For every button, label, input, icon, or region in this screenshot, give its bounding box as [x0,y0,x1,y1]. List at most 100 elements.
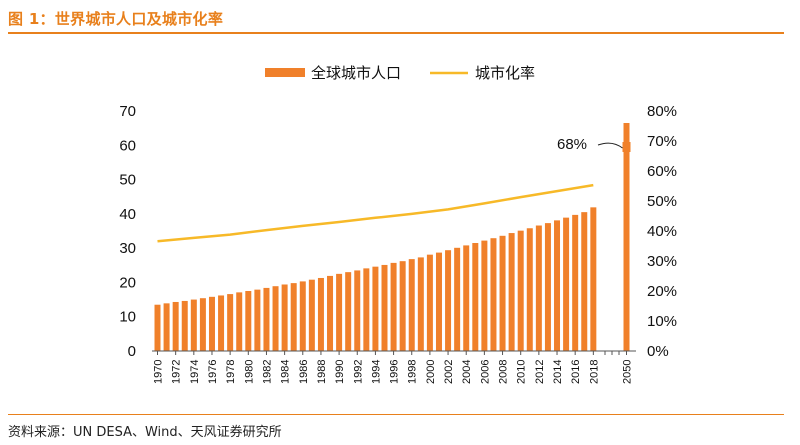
bar-urban-population [517,230,524,351]
x-axis-tick-label: 1988 [316,360,328,384]
bar-urban-population [390,262,397,351]
left-axis-tick-label: 60 [119,137,136,154]
bar-urban-population [317,277,324,351]
bar-urban-population [590,207,597,351]
x-axis-tick-label: 1998 [407,360,419,384]
bar-urban-population [154,304,161,351]
bar-urban-population [190,299,197,351]
x-axis-tick-label: 1970 [153,360,165,384]
left-axis-tick-label: 10 [119,309,136,326]
bar-urban-population [236,292,243,351]
right-axis-tick-label: 50% [647,193,677,210]
annotation-label-2050: 68% [557,136,587,153]
x-axis-tick-label: 2004 [461,360,473,384]
left-axis-tick-label: 30 [119,240,136,257]
bar-urban-population [354,270,361,351]
x-axis-tick-label: 2050 [622,360,634,384]
bar-urban-population [499,235,506,351]
source-divider [8,414,784,415]
bar-urban-population [327,275,334,351]
title-divider [8,32,784,34]
right-axis-tick-label: 70% [647,133,677,150]
bar-urban-population [290,283,297,351]
x-axis-tick-label: 2018 [588,360,600,384]
bar-urban-population [299,281,306,351]
x-axis-tick-label: 1974 [189,360,201,384]
bar-urban-population [572,214,579,351]
right-axis-tick-label: 10% [647,313,677,330]
legend-label-population: 全球城市人口 [311,64,401,82]
bar-urban-population [281,284,288,351]
bar-urban-population [554,220,561,351]
urbanization-rate-line [157,183,594,243]
bar-urban-population [435,252,442,351]
bar-urban-population [336,273,343,351]
bar-urban-population [535,225,542,351]
bar-urban-population [308,279,315,351]
bar-urban-population [399,261,406,351]
x-axis-tick-label: 1980 [243,360,255,384]
bar-urban-population [463,245,470,351]
legend-swatch-population [265,68,305,77]
bar-urban-population [163,303,170,351]
x-axis-tick-label: 1986 [298,360,310,384]
x-axis-tick-label: 1972 [171,360,183,384]
x-axis-tick-label: 2002 [443,360,455,384]
bar-urban-population [481,240,488,351]
legend-label-urbanization: 城市化率 [475,64,535,82]
bar-urban-population [417,257,424,351]
right-axis-tick-label: 40% [647,223,677,240]
x-axis-tick-label: 1978 [225,360,237,384]
right-axis-tick-label: 30% [647,253,677,270]
bar-urban-population [218,295,225,351]
bar-urban-population [381,264,388,351]
figure-title: 图 1：世界城市人口及城市化率 [8,10,224,28]
x-axis-tick-label: 2006 [479,360,491,384]
x-axis-tick-label: 2016 [570,360,582,384]
bar-urban-population [254,289,261,351]
left-axis-tick-label: 20 [119,274,136,291]
x-axis-tick-label: 1992 [352,360,364,384]
bar-urban-population [581,212,588,351]
bar-urban-population [472,243,479,351]
bar-urban-population [454,247,461,351]
left-axis-tick-label: 50 [119,172,136,189]
right-axis-tick-label: 60% [647,163,677,180]
bar-urban-population [181,300,188,351]
bar-urban-population [245,291,252,351]
bar-urban-population [227,294,234,351]
x-axis-tick-label: 2008 [498,360,510,384]
chart-svg: 全球城市人口 城市化率 0 10 20 30 40 50 60 70 0% 10% 20% 30% 40% 5… [119,64,677,384]
bar-urban-population [363,268,370,351]
x-axis-tick-label: 2010 [516,360,528,384]
left-axis-tick-label: 0 [128,343,136,360]
left-axis-tick-label: 40 [119,206,136,223]
right-axis-tick-label: 20% [647,283,677,300]
right-axis-tick-label: 0% [647,343,669,360]
x-axis-tick-label: 2000 [425,360,437,384]
bar-urban-population [199,298,206,351]
x-axis-tick-label: 1990 [334,360,346,384]
source-note: 资料来源：UN DESA、Wind、天风证券研究所 [8,425,282,440]
bar-urban-population [563,217,570,351]
left-axis-tick-label: 70 [119,103,136,120]
bar-urban-population [544,223,551,351]
bar-urban-population [263,287,270,351]
bar-urban-population [526,228,533,351]
x-axis-tick-label: 1984 [280,360,292,384]
x-axis-tick-label: 2012 [534,360,546,384]
bar-urban-population [208,296,215,351]
x-axis-tick-label: 1996 [389,360,401,384]
urbanization-2050-marker [622,142,631,152]
annotation-leader-line [597,142,623,149]
x-axis-tick-label: 1982 [261,360,273,384]
x-axis-tick-label: 1994 [370,360,382,384]
bar-urban-population [490,238,497,351]
bar-urban-population [408,259,415,351]
right-axis-tick-label: 80% [647,103,677,120]
bar-urban-population [345,272,352,351]
x-axis-tick-label: 1976 [207,360,219,384]
bar-urban-population [445,250,452,351]
bar-urban-population [272,286,279,351]
bar-urban-population [172,301,179,351]
